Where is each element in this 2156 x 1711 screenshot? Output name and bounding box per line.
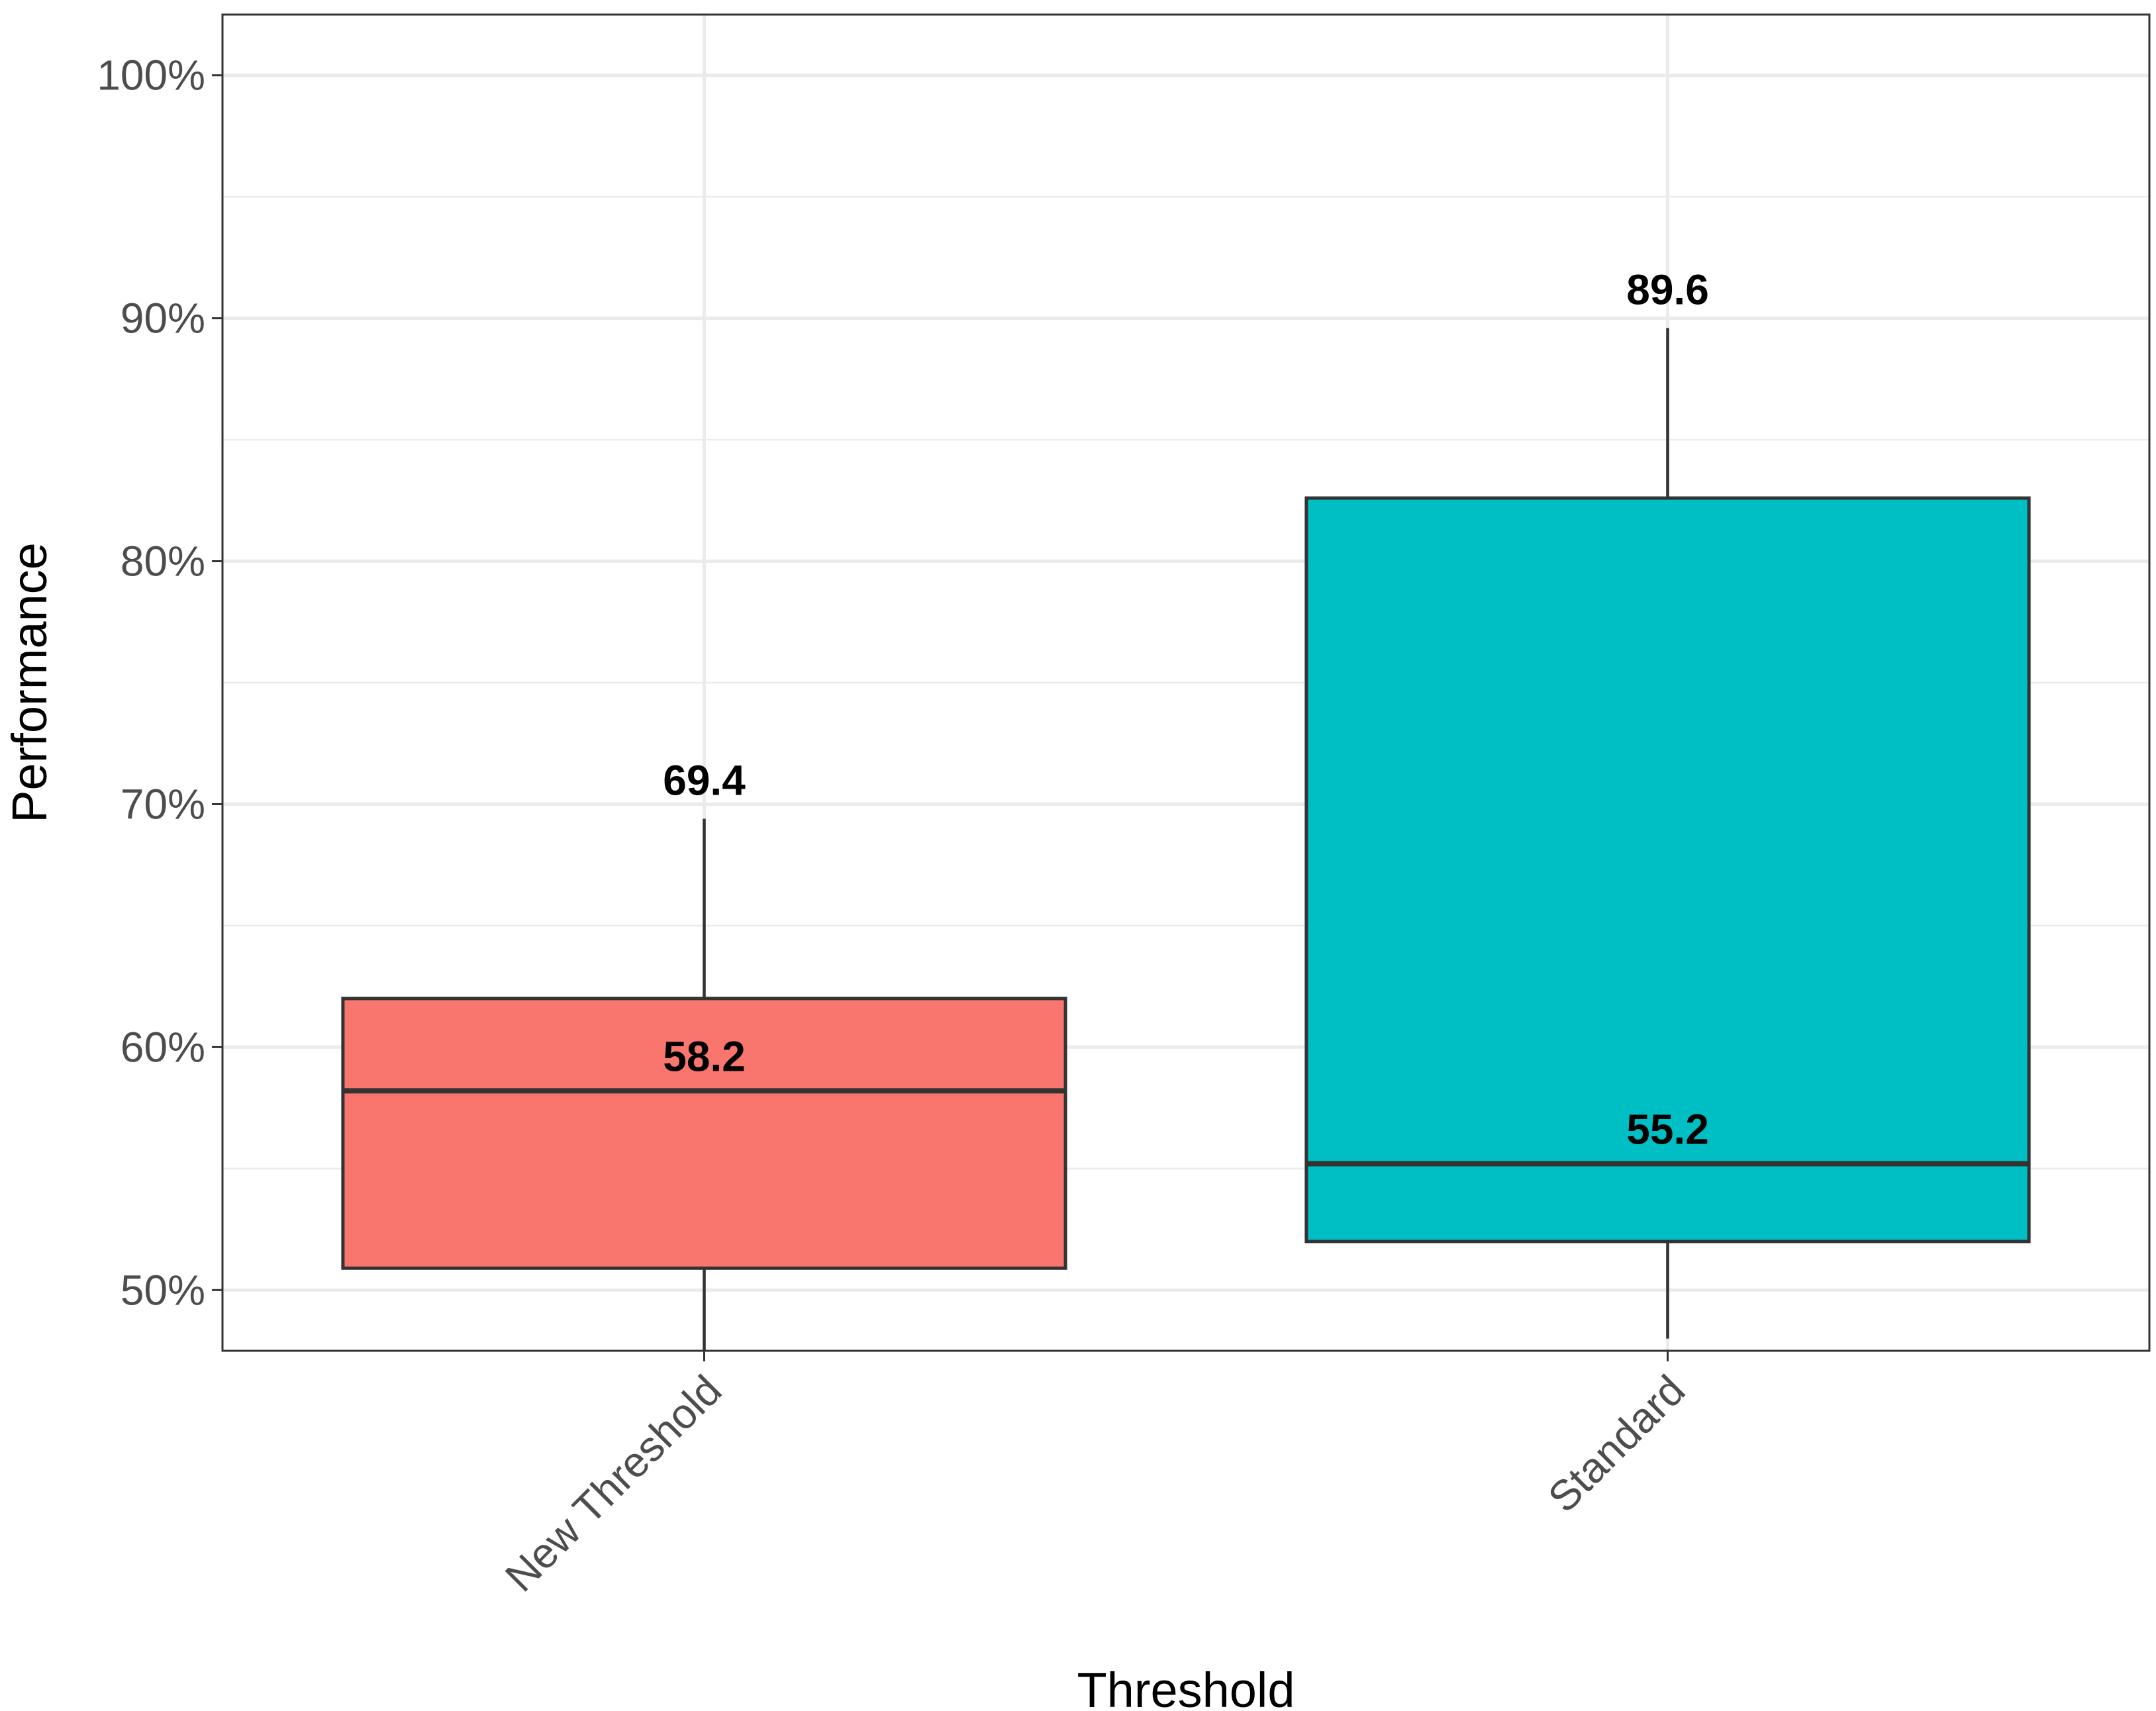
y-axis: 50% 60% 70% 80% 90% 100% <box>97 52 222 1314</box>
value-labels: 58.2 69.4 55.2 89.6 <box>663 266 1709 1153</box>
box-standard <box>1304 328 2031 1339</box>
y-tick-label: 50% <box>121 1266 205 1314</box>
max-value-label: 89.6 <box>1626 266 1709 313</box>
y-axis-title: Performance <box>2 542 57 823</box>
y-tick-label: 60% <box>121 1023 205 1071</box>
x-tick-label: New Threshold <box>496 1366 730 1600</box>
median-value-label: 55.2 <box>1626 1105 1709 1153</box>
x-axis: New Threshold Standard <box>496 1351 1694 1600</box>
max-value-label: 69.4 <box>663 756 746 804</box>
y-tick-label: 100% <box>97 52 205 99</box>
y-tick-label: 70% <box>121 780 205 828</box>
box-rect <box>341 997 1067 1270</box>
x-axis-title: Threshold <box>1077 1663 1295 1711</box>
y-tick-label: 80% <box>121 538 205 585</box>
boxes <box>341 328 2031 1351</box>
x-tick-label: Standard <box>1539 1366 1694 1522</box>
y-tick-label: 90% <box>121 295 205 342</box>
panel-border <box>221 13 2151 1352</box>
median-value-label: 58.2 <box>663 1032 746 1080</box>
box-new-threshold <box>341 818 1067 1351</box>
box-rect <box>1304 496 2031 1244</box>
